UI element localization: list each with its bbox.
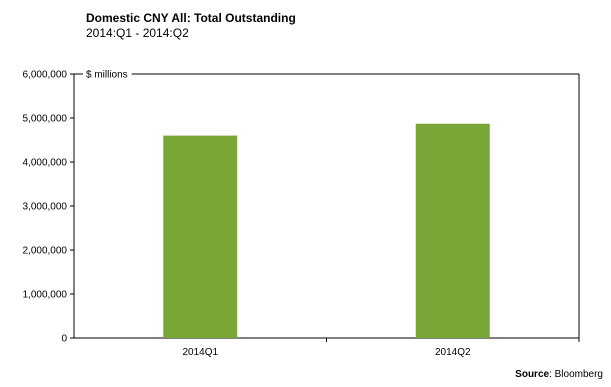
y-tick-label: 0 <box>61 334 67 345</box>
source-note: Source: Bloomberg <box>515 369 603 380</box>
y-tick-label: 4,000,000 <box>23 158 68 169</box>
bar <box>163 135 238 338</box>
chart-title: Domestic CNY All: Total Outstanding <box>86 11 296 25</box>
y-tick-label: 3,000,000 <box>23 202 68 213</box>
bar <box>415 123 490 338</box>
y-unit-label: $ millions <box>86 70 128 81</box>
y-tick-label: 5,000,000 <box>23 114 68 125</box>
source-text: : Bloomberg <box>549 369 603 380</box>
y-tick-label: 2,000,000 <box>23 246 68 257</box>
x-tick-label: 2014Q1 <box>182 347 218 358</box>
x-tick-label: 2014Q2 <box>435 347 471 358</box>
y-tick-label: 6,000,000 <box>23 70 68 81</box>
source-label: Source <box>515 369 550 380</box>
y-tick-label: 1,000,000 <box>23 290 68 301</box>
chart-subtitle: 2014:Q1 - 2014:Q2 <box>86 26 189 40</box>
